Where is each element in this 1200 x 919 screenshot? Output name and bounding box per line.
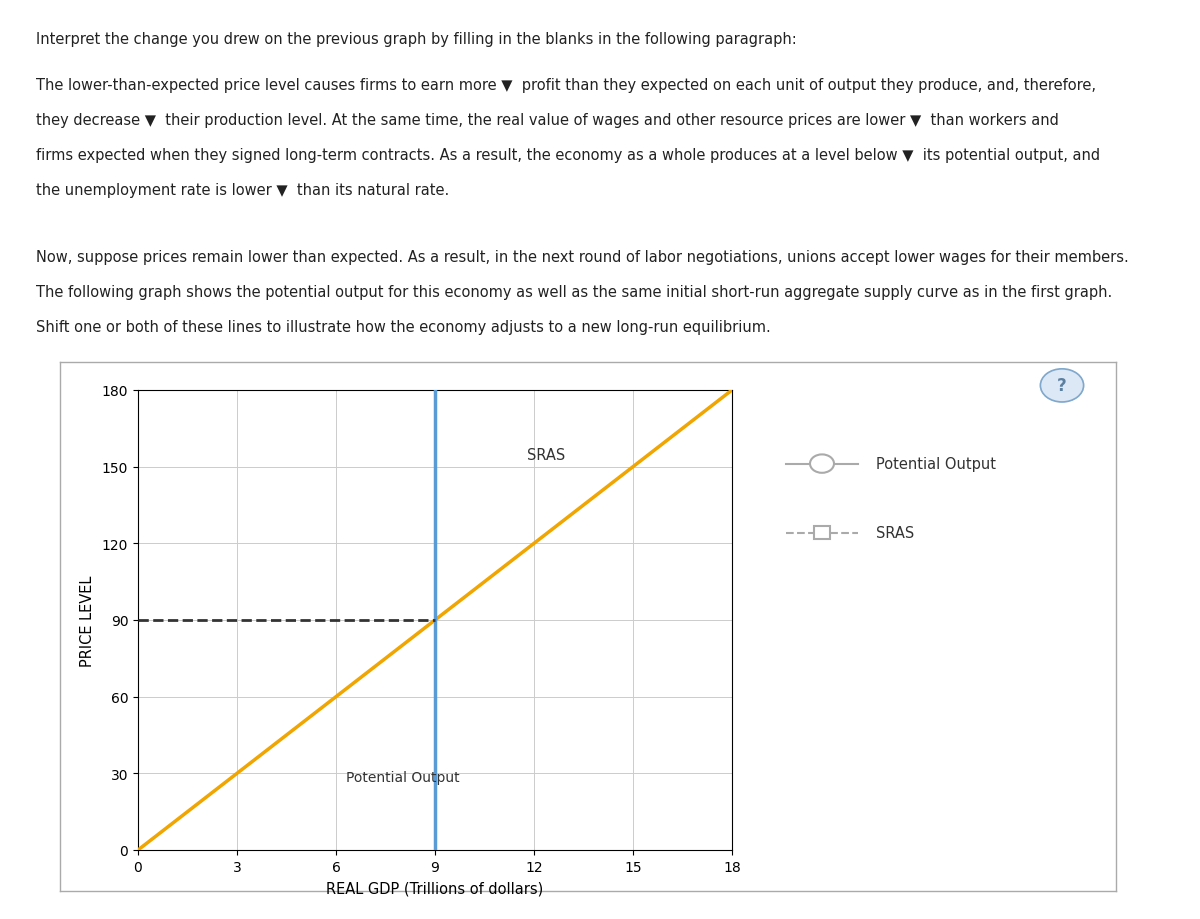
Text: SRAS: SRAS bbox=[528, 448, 565, 462]
Text: firms expected when they signed long-term contracts. As a result, the economy as: firms expected when they signed long-ter… bbox=[36, 148, 1100, 163]
Text: The lower-than-expected price level causes firms to earn more ▼  profit than the: The lower-than-expected price level caus… bbox=[36, 78, 1096, 93]
Text: The following graph shows the potential output for this economy as well as the s: The following graph shows the potential … bbox=[36, 285, 1112, 300]
Y-axis label: PRICE LEVEL: PRICE LEVEL bbox=[80, 574, 95, 666]
X-axis label: REAL GDP (Trillions of dollars): REAL GDP (Trillions of dollars) bbox=[326, 880, 544, 896]
Text: SRAS: SRAS bbox=[876, 526, 914, 540]
Text: Interpret the change you drew on the previous graph by filling in the blanks in : Interpret the change you drew on the pre… bbox=[36, 32, 797, 47]
Text: they decrease ▼  their production level. At the same time, the real value of wag: they decrease ▼ their production level. … bbox=[36, 113, 1058, 128]
Text: ?: ? bbox=[1057, 377, 1067, 395]
Text: the unemployment rate is lower ▼  than its natural rate.: the unemployment rate is lower ▼ than it… bbox=[36, 183, 449, 198]
Text: Potential Output: Potential Output bbox=[346, 770, 460, 784]
Text: Shift one or both of these lines to illustrate how the economy adjusts to a new : Shift one or both of these lines to illu… bbox=[36, 320, 770, 335]
Text: Now, suppose prices remain lower than expected. As a result, in the next round o: Now, suppose prices remain lower than ex… bbox=[36, 250, 1129, 265]
Text: Potential Output: Potential Output bbox=[876, 457, 996, 471]
